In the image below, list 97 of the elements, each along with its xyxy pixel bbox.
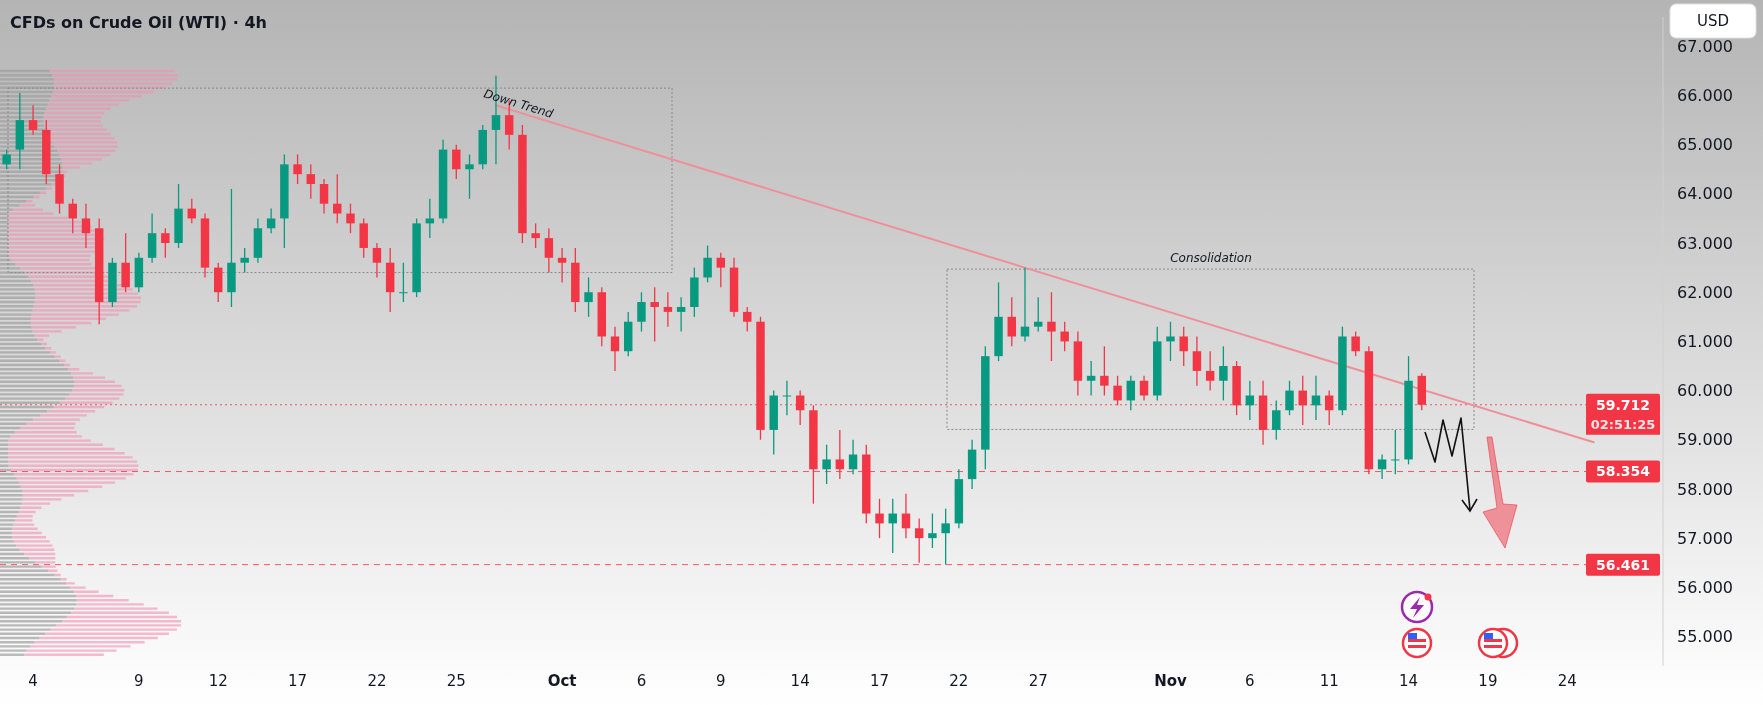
- x-tick-label: 17: [869, 672, 890, 690]
- candlestick: [1192, 335, 1202, 387]
- ref-line-label: 59.712: [1595, 396, 1651, 413]
- candlestick: [1139, 375, 1149, 402]
- x-tick-label: 6: [636, 672, 647, 690]
- candlestick: [452, 144, 461, 180]
- x-tick-label: 17: [288, 672, 308, 690]
- y-tick-label: 65.000: [1677, 135, 1733, 155]
- candlestick: [531, 222, 540, 249]
- y-tick-label: 67.000: [1677, 36, 1733, 56]
- x-tick-label: 22: [367, 672, 387, 690]
- x-tick-label: 25: [446, 672, 466, 690]
- candlestick: [703, 244, 712, 284]
- x-tick-label: 6: [1245, 672, 1255, 690]
- y-tick-label: 63.000: [1677, 233, 1733, 253]
- candlestick: [875, 498, 884, 539]
- annotation: Down Trend: [482, 86, 556, 121]
- y-tick-label: 64.000: [1677, 184, 1733, 204]
- x-tick-label: 14: [790, 672, 810, 690]
- candlestick: [676, 296, 686, 333]
- x-tick-label: 12: [208, 672, 228, 690]
- candlestick: [848, 439, 858, 475]
- candlestick: [465, 153, 474, 200]
- y-tick-label: 66.000: [1677, 86, 1733, 106]
- candlestick: [1126, 375, 1136, 411]
- x-tick-label: 4: [28, 672, 38, 690]
- candlestick: [928, 512, 937, 549]
- candlestick: [941, 507, 950, 566]
- candlestick: [1047, 291, 1056, 362]
- candlestick: [333, 173, 342, 225]
- x-tick-label: 24: [1557, 672, 1577, 690]
- candlestick: [425, 198, 435, 239]
- candlestick: [1033, 296, 1043, 333]
- candlestick: [306, 163, 316, 200]
- candlestick: [1377, 453, 1387, 480]
- text: USD: [1696, 12, 1730, 31]
- candlestick: [161, 227, 170, 259]
- chart-title: CFDs on Crude Oil (WTI) · 4h: [10, 13, 267, 32]
- candlestick: [1100, 345, 1109, 397]
- candlestick: [28, 104, 38, 136]
- x-tick-label: 9: [134, 672, 144, 690]
- x-tick-label: Nov: [1154, 672, 1188, 690]
- x-tick-label: 14: [1399, 672, 1419, 690]
- candlestick: [663, 291, 673, 328]
- candlestick: [716, 252, 726, 288]
- candlestick: [1324, 389, 1334, 426]
- x-tick-label: 27: [1028, 672, 1048, 690]
- candlestick: [372, 242, 382, 279]
- x-tick-label: 11: [1319, 672, 1339, 690]
- candlestick: [1285, 380, 1294, 416]
- candlestick: [650, 286, 659, 343]
- candlestick: [584, 276, 593, 318]
- candlestick: [1298, 375, 1307, 426]
- candlestick: [81, 203, 91, 249]
- candlestick: [782, 380, 792, 416]
- y-tick-label: 60.000: [1677, 381, 1733, 401]
- candlestick: [346, 203, 355, 234]
- candlestick: [557, 247, 567, 284]
- candlestick: [1205, 350, 1215, 392]
- x-tick-label: 9: [716, 672, 726, 690]
- candlestick: [901, 493, 911, 539]
- candlestick: [266, 207, 276, 234]
- candlestick: [637, 291, 646, 333]
- candlestick: [822, 444, 831, 485]
- annotation: 02:51:25: [1590, 417, 1656, 433]
- candlestick: [1179, 326, 1188, 367]
- candlestick: [240, 247, 249, 274]
- y-tick-label: 59.000: [1677, 430, 1733, 450]
- y-tick-label: 57.000: [1677, 528, 1733, 548]
- ref-line-label: 58.354: [1595, 463, 1651, 480]
- y-tick-label: 55.000: [1677, 627, 1733, 647]
- x-tick-label: 22: [949, 672, 969, 690]
- y-tick-label: 56.000: [1677, 577, 1733, 597]
- y-tick-label: 58.000: [1677, 479, 1733, 499]
- candlestick: [68, 198, 77, 234]
- y-tick-label: 62.000: [1677, 282, 1733, 302]
- candlestick: [293, 153, 302, 185]
- candlestick: [1351, 330, 1360, 357]
- candlestick: [1272, 399, 1281, 441]
- candlestick: [1060, 321, 1069, 352]
- candlestick: [743, 306, 752, 333]
- candlestick: [610, 326, 620, 372]
- candlestick: [2, 148, 11, 170]
- ref-line-label: 56.461: [1595, 556, 1651, 573]
- candlestick: [1391, 429, 1400, 475]
- y-tick-label: 61.000: [1677, 332, 1733, 351]
- candlestick: [544, 227, 554, 274]
- candlestick: [1007, 296, 1016, 347]
- candlestick: [1086, 360, 1096, 397]
- candlestick: [914, 517, 924, 564]
- x-tick-label: Oct: [547, 672, 577, 690]
- candlestick: [1219, 345, 1228, 402]
- annotation: Consolidation: [1170, 251, 1252, 265]
- x-tick-label: 19: [1478, 672, 1498, 690]
- candlestick: [399, 262, 408, 303]
- candlestick: [319, 178, 329, 215]
- candlestick: [1166, 321, 1175, 362]
